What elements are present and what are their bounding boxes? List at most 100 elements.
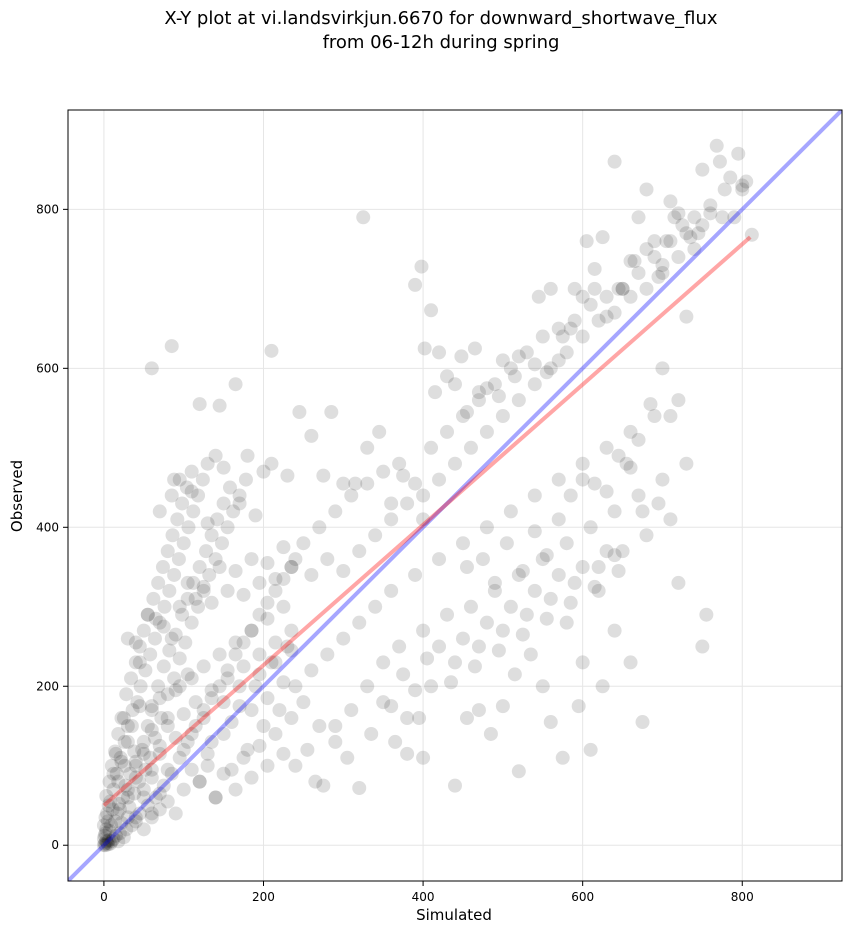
data-point (100, 837, 115, 852)
data-point (583, 297, 598, 312)
data-point (220, 663, 235, 678)
data-point (252, 738, 267, 753)
x-axis-ticks: 0 200 400 600 800 (100, 881, 754, 904)
data-point (635, 715, 650, 730)
data-point (376, 655, 391, 670)
data-point (260, 595, 275, 610)
data-point (110, 806, 125, 821)
data-point (186, 504, 201, 519)
data-point (268, 571, 283, 586)
identity-line (68, 110, 842, 881)
data-point (416, 623, 431, 638)
data-point (160, 544, 175, 559)
data-point (162, 643, 177, 658)
data-point (659, 234, 674, 249)
data-point (344, 488, 359, 503)
data-point (228, 377, 243, 392)
data-point (106, 831, 121, 846)
data-point (181, 520, 196, 535)
data-point (130, 695, 145, 710)
data-point (491, 643, 506, 658)
data-point (535, 679, 550, 694)
data-point (276, 599, 291, 614)
data-point (111, 726, 126, 741)
data-point (101, 798, 116, 813)
data-point (376, 464, 391, 479)
data-point (420, 651, 435, 666)
data-point (440, 369, 455, 384)
data-point (487, 575, 502, 590)
data-point (459, 711, 474, 726)
data-point (112, 802, 127, 817)
data-point (226, 504, 241, 519)
data-point (655, 257, 670, 272)
data-point (599, 309, 614, 324)
y-tick-label: 0 (51, 838, 59, 852)
data-point (535, 329, 550, 344)
data-point (679, 309, 694, 324)
data-point (132, 774, 147, 789)
data-point (204, 691, 219, 706)
data-point (280, 468, 295, 483)
data-point (220, 671, 235, 686)
data-point (192, 774, 207, 789)
data-point (695, 218, 710, 233)
data-point (543, 715, 558, 730)
data-point (240, 448, 255, 463)
data-point (735, 178, 750, 193)
data-point (683, 230, 698, 245)
data-point (152, 786, 167, 801)
data-point (168, 806, 183, 821)
data-point (511, 393, 526, 408)
data-point (202, 567, 217, 582)
data-point (607, 305, 622, 320)
data-point (196, 579, 211, 594)
data-point (108, 746, 123, 761)
data-point (114, 754, 129, 769)
data-point (104, 758, 119, 773)
data-point (587, 261, 602, 276)
data-point (172, 599, 187, 614)
data-point (579, 234, 594, 249)
data-point (176, 707, 191, 722)
data-point (416, 750, 431, 765)
data-point (96, 831, 111, 846)
data-point (615, 544, 630, 559)
x-tick-label: 600 (571, 890, 594, 904)
data-point (320, 552, 335, 567)
data-point (128, 814, 143, 829)
data-point (180, 667, 195, 682)
data-point (157, 599, 172, 614)
data-point (136, 822, 151, 837)
data-point (160, 719, 175, 734)
data-point (503, 504, 518, 519)
data-point (412, 711, 427, 726)
data-point (120, 631, 135, 646)
data-point (147, 631, 162, 646)
data-point (663, 194, 678, 209)
data-point (340, 750, 355, 765)
data-point (196, 583, 211, 598)
data-point (491, 389, 506, 404)
data-point (527, 377, 542, 392)
data-point (595, 679, 610, 694)
data-point (232, 679, 247, 694)
data-point (723, 170, 738, 185)
data-point (288, 552, 303, 567)
data-point (216, 460, 231, 475)
data-point (467, 659, 482, 674)
data-point (116, 790, 131, 805)
data-point (156, 659, 171, 674)
data-point (99, 822, 114, 837)
data-point (104, 834, 119, 849)
data-point (348, 476, 363, 491)
data-point (715, 210, 730, 225)
data-point (103, 836, 118, 851)
data-point (356, 210, 371, 225)
data-point (288, 758, 303, 773)
data-point (495, 353, 510, 368)
data-point (459, 560, 474, 575)
data-point (284, 560, 299, 575)
data-point (168, 683, 183, 698)
